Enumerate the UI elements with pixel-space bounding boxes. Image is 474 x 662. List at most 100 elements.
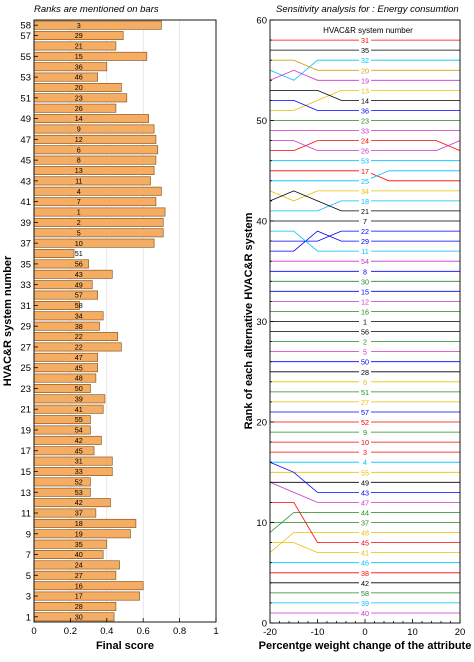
bar-rank-label: 46 (75, 73, 83, 82)
series-label-18: 18 (361, 197, 369, 206)
bar-rank-label: 54 (75, 426, 83, 435)
series-label-51: 51 (361, 388, 369, 397)
bar-rank-label: 45 (75, 363, 83, 372)
bar (33, 300, 80, 310)
bar-rank-label: 58 (75, 301, 83, 310)
bar (33, 373, 97, 383)
bar-y-tick-label: 9 (26, 529, 31, 540)
bar-rank-label: 15 (75, 52, 83, 61)
series-label-bg (359, 377, 371, 386)
bar (33, 217, 164, 227)
bar-y-tick-label: 5 (26, 571, 31, 582)
bar-y-tick-label: 1 (26, 612, 31, 623)
bar-y-tick-label: 13 (20, 488, 31, 499)
series-label-bg (359, 558, 371, 567)
series-label-bg (359, 317, 371, 326)
bar (33, 228, 164, 238)
bar-rank-label: 20 (75, 83, 83, 92)
series-label-bg (359, 488, 371, 497)
bar-rank-label: 7 (77, 197, 81, 206)
bar-rank-label: 30 (75, 612, 83, 621)
series-label-36: 36 (361, 106, 369, 115)
series-label-12: 12 (361, 297, 369, 306)
line-y-tick-label: 20 (256, 418, 267, 429)
series-label-1: 1 (363, 318, 367, 327)
line-x-axis-label: Percentge weight change of the attribute (259, 640, 472, 652)
bar-rank-label: 33 (75, 467, 83, 476)
series-label-bg (359, 287, 371, 296)
series-label-17: 17 (361, 167, 369, 176)
bar-y-tick-label: 58 (20, 21, 31, 32)
bar-rank-label: 14 (75, 114, 83, 123)
line-y-tick-label: 30 (256, 317, 267, 328)
bar (33, 114, 149, 124)
bar (33, 581, 144, 591)
bar-rank-label: 37 (75, 509, 83, 518)
series-label-27: 27 (361, 398, 369, 407)
series-label-46: 46 (361, 559, 369, 568)
series-label-10: 10 (361, 438, 369, 447)
bar-rank-label: 36 (75, 62, 83, 71)
bar-rank-label: 8 (77, 156, 81, 165)
bar-y-axis-label: HVAC&R system number (2, 255, 14, 386)
bar-y-tick-label: 19 (20, 425, 31, 436)
bar-rank-label: 34 (75, 311, 83, 320)
series-label-bg (359, 217, 371, 225)
bar-rank-label: 13 (75, 166, 83, 175)
series-label-3: 3 (363, 448, 367, 457)
series-label-23: 23 (361, 117, 369, 126)
bar-x-tick-label: 0.2 (64, 626, 77, 637)
bar (33, 176, 151, 186)
series-label-bg (359, 508, 371, 517)
series-label-47: 47 (361, 498, 369, 507)
line-y-axis-label: Rank of each alternative HVAC&R system (243, 212, 255, 429)
bar (33, 498, 111, 508)
series-label-7: 7 (363, 217, 367, 226)
series-label-6: 6 (363, 378, 367, 387)
series-label-bg (359, 156, 371, 165)
bar-rank-label: 17 (75, 592, 83, 601)
bar-y-tick-label: 57 (20, 31, 31, 42)
series-label-49: 49 (361, 478, 369, 487)
series-labels: 3135322019131436233324265317253418217222… (359, 36, 371, 618)
series-label-25: 25 (361, 177, 369, 186)
bar-y-tick-label: 51 (20, 93, 31, 104)
series-label-bg (359, 598, 371, 607)
bar (33, 394, 106, 404)
bar-y-ticks: 1357911131517192123252729313335373941434… (20, 21, 38, 623)
series-label-bg (359, 247, 371, 256)
bar-rank-label: 16 (75, 581, 83, 590)
bar-rank-label: 3 (77, 21, 81, 30)
series-label-14: 14 (361, 96, 369, 105)
series-label-44: 44 (361, 508, 369, 517)
bar (33, 134, 157, 144)
bar-x-ticks: 0 0.2 0.4 0.6 0.8 1 (31, 618, 219, 637)
series-label-bg (359, 528, 371, 537)
bar-rank-label: 11 (75, 176, 82, 185)
bar-x-tick-label: 0 (31, 626, 36, 637)
bar-rank-label: 57 (75, 291, 83, 300)
bar-rank-label: 1 (77, 208, 81, 217)
line-x-tick-label: -10 (311, 627, 325, 638)
bar-rank-label: 22 (75, 332, 83, 341)
bar-rank-label: 51 (75, 249, 83, 258)
series-label-bg (359, 588, 371, 597)
line-x-tick-label: -20 (263, 627, 277, 638)
series-label-bg (359, 357, 371, 366)
series-label-bg (359, 518, 371, 527)
series-label-41: 41 (361, 549, 369, 558)
bar (33, 238, 155, 248)
bar-chart: Ranks are mentioned on bars 302817162724… (2, 4, 219, 652)
bar-rank-label: 29 (75, 31, 83, 40)
bar-y-tick-label: 15 (20, 467, 31, 478)
bar-rank-label: 52 (75, 477, 83, 486)
bar (33, 207, 166, 217)
bar-rank-label: 28 (75, 602, 83, 611)
series-label-bg (359, 307, 371, 316)
line-chart-title: Sensitivity analysis for : Energy consum… (276, 4, 459, 15)
series-label-37: 37 (361, 519, 369, 528)
bar (33, 155, 157, 165)
series-label-bg (359, 116, 371, 125)
series-label-bg (359, 387, 371, 396)
